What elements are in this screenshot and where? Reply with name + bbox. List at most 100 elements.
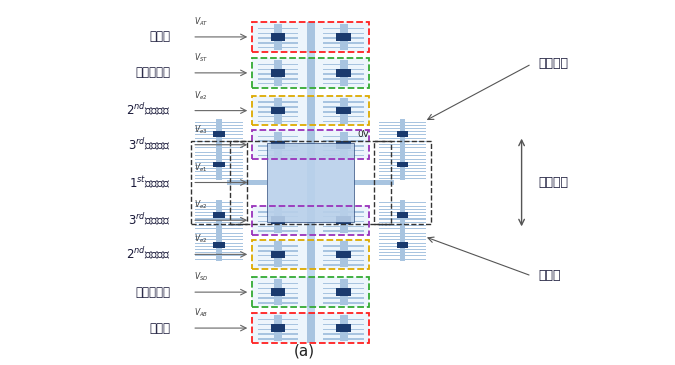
Bar — [282, 155, 298, 156]
Bar — [282, 333, 298, 335]
Bar — [379, 233, 400, 234]
Bar — [354, 180, 394, 185]
Bar — [323, 333, 340, 335]
Bar — [221, 205, 242, 207]
Bar — [379, 228, 400, 229]
Bar — [221, 131, 242, 132]
Bar — [379, 155, 400, 156]
Bar — [306, 313, 315, 343]
Bar — [379, 165, 400, 166]
Bar — [258, 106, 274, 108]
Bar — [258, 288, 274, 289]
Bar — [195, 141, 217, 142]
Bar — [405, 255, 426, 257]
Bar — [340, 207, 348, 233]
Bar — [336, 324, 351, 332]
Bar — [336, 141, 351, 149]
Bar — [405, 239, 426, 241]
Bar — [274, 98, 282, 124]
Bar — [397, 242, 408, 248]
Bar — [282, 42, 298, 44]
Bar — [379, 138, 400, 139]
Bar — [348, 333, 364, 335]
Bar — [221, 141, 242, 142]
Bar — [195, 215, 217, 216]
Bar — [379, 239, 400, 241]
Bar — [340, 132, 348, 158]
Bar — [258, 145, 274, 147]
Bar — [306, 22, 315, 343]
Bar — [274, 279, 282, 305]
Bar — [195, 225, 217, 226]
Bar — [252, 277, 369, 307]
Bar — [405, 158, 426, 160]
Text: $V_{AB}$: $V_{AB}$ — [194, 307, 208, 319]
Bar — [405, 125, 426, 126]
Bar — [195, 165, 217, 166]
Bar — [274, 315, 282, 341]
Bar — [195, 125, 217, 126]
Bar — [195, 249, 217, 250]
Bar — [400, 200, 405, 230]
Bar — [282, 338, 298, 339]
Bar — [252, 130, 369, 160]
Bar — [195, 144, 217, 145]
Bar — [190, 141, 248, 224]
Bar — [405, 222, 426, 223]
Text: (a): (a) — [294, 343, 315, 359]
Bar — [282, 216, 298, 218]
Bar — [195, 158, 217, 160]
Bar — [221, 225, 242, 226]
Bar — [323, 328, 340, 330]
Bar — [252, 313, 369, 343]
Bar — [379, 249, 400, 250]
Bar — [271, 324, 285, 332]
Bar — [348, 265, 364, 266]
Bar — [323, 221, 340, 222]
Bar — [271, 107, 285, 115]
Bar — [274, 24, 282, 50]
Bar — [348, 288, 364, 289]
Bar — [348, 111, 364, 112]
Bar — [323, 145, 340, 147]
Bar — [397, 131, 408, 137]
Bar — [323, 297, 340, 299]
Bar — [221, 178, 242, 179]
Bar — [348, 37, 364, 39]
Bar — [282, 69, 298, 70]
Bar — [340, 241, 348, 267]
Bar — [221, 215, 242, 216]
Bar — [323, 288, 340, 289]
Bar — [336, 216, 351, 224]
Bar — [195, 152, 217, 153]
Bar — [221, 162, 242, 163]
Bar — [323, 141, 340, 142]
Bar — [323, 302, 340, 304]
Bar — [267, 143, 354, 222]
Bar — [282, 288, 298, 289]
Bar — [405, 215, 426, 216]
Bar — [323, 42, 340, 44]
Bar — [258, 69, 274, 70]
Bar — [405, 233, 426, 234]
Bar — [221, 233, 242, 234]
Bar — [195, 134, 217, 135]
Bar — [348, 101, 364, 103]
Bar — [258, 116, 274, 117]
Bar — [340, 315, 348, 341]
Text: 机械弹簧: 机械弹簧 — [539, 57, 568, 70]
Bar — [221, 239, 242, 241]
Bar — [405, 141, 426, 142]
Bar — [323, 155, 340, 156]
Bar — [340, 98, 348, 124]
Bar — [336, 107, 351, 115]
Bar — [405, 152, 426, 153]
Bar — [282, 150, 298, 151]
Bar — [348, 302, 364, 304]
Bar — [348, 260, 364, 261]
Bar — [221, 134, 242, 135]
Bar — [405, 249, 426, 250]
Bar — [379, 147, 400, 148]
Bar — [379, 212, 400, 213]
Bar — [405, 165, 426, 166]
